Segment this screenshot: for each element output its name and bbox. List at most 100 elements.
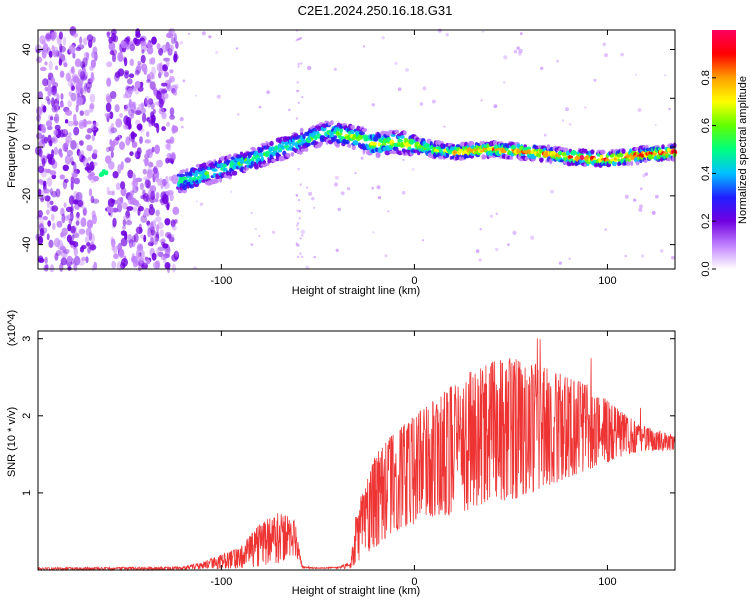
- spectrogram-cell: [161, 111, 167, 120]
- spectrogram-cell: [254, 227, 257, 231]
- spectrogram-cell: [44, 195, 51, 202]
- spectrogram-cell: [593, 78, 597, 82]
- spectrogram-cell: [108, 190, 114, 196]
- spectrogram-cell: [150, 226, 155, 236]
- spectrogram-cell: [298, 37, 302, 41]
- spectrogram-cell: [51, 97, 55, 108]
- spectrogram-cell: [71, 85, 75, 91]
- spectrogram-cell: [155, 209, 160, 217]
- spectrogram-cell: [60, 246, 66, 251]
- spectrogram-cell: [634, 147, 639, 151]
- spectrogram-cell: [82, 37, 88, 46]
- spectrogram-cell: [173, 53, 178, 63]
- spectrogram-cell: [351, 145, 356, 151]
- spectrogram-cell: [79, 110, 85, 116]
- spectrogram-cell: [211, 168, 218, 172]
- spectrogram-cell: [602, 42, 607, 47]
- spectrogram-cell: [641, 254, 645, 258]
- spectrogram-cell: [260, 156, 264, 162]
- spectrogram-cell: [41, 230, 45, 237]
- spectrogram-cell: [64, 155, 72, 165]
- spectrogram-cell: [329, 120, 334, 126]
- spectrogram-cell: [219, 159, 223, 164]
- spectrogram-cell: [47, 220, 52, 227]
- spectrogram-cell: [51, 205, 59, 212]
- spectrogram-cell: [70, 225, 76, 234]
- spectrogram-cell: [301, 234, 304, 237]
- spectrogram-cell: [85, 82, 93, 89]
- spectrogram-cell: [161, 82, 168, 87]
- spectrogram-cell: [108, 161, 115, 170]
- spectrogram-cell: [258, 152, 264, 157]
- spectrogram-cell: [133, 233, 139, 243]
- spectrogram-cell: [132, 206, 138, 213]
- spectrogram-cell: [129, 151, 134, 157]
- spectrogram-cell: [59, 152, 63, 158]
- y-tick-label: 20: [21, 92, 33, 104]
- y-tick-label: 3: [21, 336, 33, 342]
- spectrogram-cell: [124, 72, 129, 79]
- spectrogram-cell: [600, 149, 606, 155]
- spectrogram-cell: [89, 65, 94, 71]
- spectrogram-cell: [54, 113, 60, 124]
- spectrogram-cell: [144, 95, 150, 106]
- spectrogram-cell: [483, 155, 487, 159]
- spectrogram-cell: [155, 260, 161, 270]
- spectrogram-cell: [302, 134, 306, 139]
- y-tick-label: 1: [21, 490, 33, 496]
- spectrogram-cell: [151, 252, 157, 261]
- spectrogram-cell: [419, 102, 424, 106]
- spectrogram-cell: [281, 141, 286, 145]
- spectrogram-cell: [271, 158, 277, 163]
- spectrogram-cell: [119, 141, 125, 151]
- spectrogram-cell: [305, 186, 309, 189]
- spectrogram-cell: [394, 129, 400, 134]
- spectrogram-cell: [517, 51, 522, 56]
- spectrogram-cell: [377, 196, 381, 200]
- spectrogram-cell: [199, 202, 204, 206]
- spectrogram-cell: [49, 140, 53, 147]
- spectrogram-cell: [73, 264, 78, 272]
- spectrogram-cell: [124, 157, 131, 163]
- spectrogram-cell: [165, 58, 170, 68]
- spectrogram-cell: [518, 48, 523, 54]
- spectrogram-cell: [73, 177, 81, 185]
- spectrogram-cell: [86, 219, 94, 229]
- spectrogram-cell: [37, 210, 43, 218]
- spectrogram-cell: [170, 37, 176, 45]
- spectrogram-cell: [298, 210, 301, 213]
- x-tick-label: -100: [210, 275, 232, 287]
- spectrogram-cell: [172, 206, 180, 215]
- spectrogram-cell: [85, 227, 92, 237]
- spectrogram-cell: [62, 248, 70, 254]
- spectrogram-cell: [36, 56, 43, 64]
- spectrogram-cell: [105, 93, 111, 102]
- spectrogram-cell: [123, 215, 129, 221]
- colorbar-tick-label: 0.0: [700, 261, 712, 276]
- spectrogram-cell: [271, 230, 276, 234]
- spectrogram-cell: [67, 120, 75, 127]
- spectrogram-cell: [73, 199, 79, 205]
- spectrogram-cell: [66, 255, 73, 263]
- colorbar-ticks: 0.0 0.2 0.4 0.6 0.8: [700, 70, 716, 277]
- spectrogram-cell: [131, 101, 136, 109]
- spectrogram-frame: [37, 29, 676, 270]
- spectrogram-cell: [49, 170, 57, 176]
- spectrogram-cell: [92, 175, 100, 182]
- spectrogram-cell: [169, 107, 175, 116]
- spectrogram-cell: [174, 219, 178, 224]
- spectrogram-cell: [266, 90, 270, 94]
- spectrogram-cell: [163, 71, 169, 78]
- spectrogram-cell: [151, 146, 155, 153]
- spectrogram-cell: [132, 178, 139, 187]
- spectrogram-cell: [129, 190, 135, 196]
- spectrogram-cell: [170, 84, 178, 94]
- spectrogram-cell: [49, 116, 54, 121]
- spectrogram-cell: [78, 228, 86, 235]
- spectrogram-cell: [108, 36, 113, 44]
- spectrogram-cell: [72, 167, 78, 173]
- spectrogram-cell: [503, 81, 506, 84]
- spectrogram-cell: [75, 104, 79, 113]
- spectrogram-cell: [80, 88, 84, 96]
- spectrogram-cell: [92, 149, 98, 155]
